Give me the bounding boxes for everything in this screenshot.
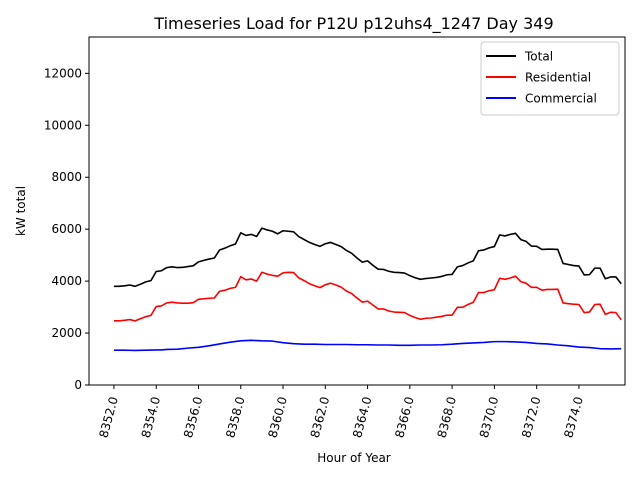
legend-label-residential: Residential [525,71,591,85]
legend-label-commercial: Commercial [525,92,597,106]
series-line-residential [113,271,622,322]
legend-label-total: Total [524,50,553,64]
y-axis-label: kW total [14,186,28,236]
chart-title: Timeseries Load for P12U p12uhs4_1247 Da… [153,14,553,34]
y-tick-label: 10000 [44,118,82,132]
y-tick-label: 2000 [51,326,82,340]
y-tick-label: 0 [74,378,82,392]
y-tick-label: 4000 [51,274,82,288]
y-tick-label: 12000 [44,66,82,80]
legend: Total Residential Commercial [480,41,620,116]
x-axis-label: Hour of Year [317,451,391,465]
y-axis: 0 2000 4000 6000 8000 10000 12000 [44,66,89,392]
series-line-commercial [113,339,622,352]
series-layer [113,227,622,352]
y-tick-label: 6000 [51,222,82,236]
series-line-total [113,227,622,288]
y-tick-label: 8000 [51,170,82,184]
plot-frame [88,36,626,386]
legend-box [480,41,620,116]
